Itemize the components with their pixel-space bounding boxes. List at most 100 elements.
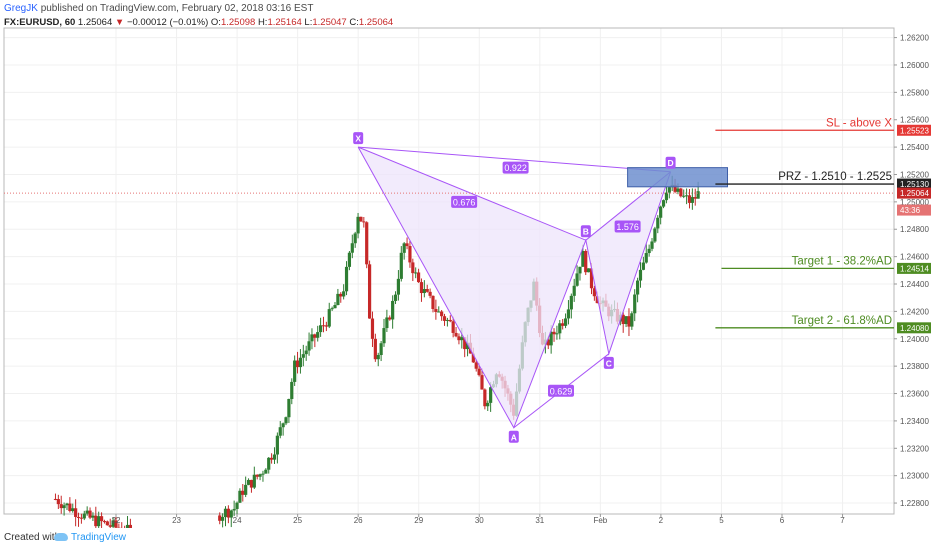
price-chart[interactable]: 0.922 0.676 0.629 1.576 X A B C D SL - above X PR… bbox=[0, 0, 932, 528]
grid bbox=[4, 28, 894, 514]
ratio-label: 0.629 bbox=[550, 386, 573, 396]
candle-body bbox=[275, 435, 279, 455]
prz-box bbox=[627, 167, 729, 188]
candle-body bbox=[442, 316, 447, 321]
close-label: C: bbox=[349, 17, 359, 28]
y-tick-label: 1.23200 bbox=[900, 444, 929, 453]
low-label: L: bbox=[304, 17, 313, 28]
axes: 1.22800 1.23000 1.23200 1.23400 1.23600 1.238… bbox=[112, 34, 931, 525]
candle-body bbox=[416, 272, 421, 283]
candle-body bbox=[385, 317, 389, 329]
candle-body bbox=[414, 272, 418, 274]
y-tick-label: 1.24400 bbox=[900, 280, 929, 289]
candle-body bbox=[53, 498, 58, 500]
candle-body bbox=[344, 266, 349, 292]
last-price: 1.25064 bbox=[77, 17, 113, 28]
y-tick-label: 1.25000 bbox=[900, 198, 929, 207]
candle-body bbox=[99, 516, 104, 522]
candle-body bbox=[460, 337, 464, 341]
publish-info: GregJK published on TradingView.com, Feb… bbox=[4, 3, 313, 14]
candle-body bbox=[376, 355, 380, 360]
candle-body bbox=[566, 309, 571, 319]
point-badge bbox=[508, 430, 519, 443]
candle-body bbox=[486, 402, 490, 407]
x-tick-label: 23 bbox=[172, 516, 181, 525]
candle-body bbox=[223, 508, 228, 518]
candle-body bbox=[595, 296, 599, 304]
candle-body bbox=[388, 317, 392, 320]
candle-body bbox=[370, 318, 375, 339]
candle-body bbox=[105, 521, 109, 526]
candle-body bbox=[261, 473, 265, 475]
x-tick-label: 2 bbox=[659, 516, 664, 525]
candle-body bbox=[411, 262, 415, 274]
candle-body bbox=[549, 331, 553, 346]
candle-body bbox=[298, 357, 303, 368]
candle-body bbox=[68, 503, 72, 512]
x-tick-label: 29 bbox=[414, 516, 423, 525]
candle-body bbox=[405, 243, 409, 247]
candle-body bbox=[359, 216, 363, 222]
y-tick-label: 1.24200 bbox=[900, 307, 929, 316]
candle-body bbox=[347, 252, 352, 267]
candle-body bbox=[679, 188, 683, 197]
candle-body bbox=[218, 515, 222, 521]
candle-body bbox=[339, 293, 343, 297]
y-tick-label: 1.26200 bbox=[900, 34, 929, 43]
x-tick-label: 31 bbox=[535, 516, 544, 525]
plot-frame bbox=[3, 27, 895, 515]
candle-body bbox=[440, 311, 444, 317]
candle-body bbox=[471, 353, 475, 363]
price-tag bbox=[897, 262, 931, 274]
candle-body bbox=[272, 454, 277, 460]
candle-body bbox=[301, 354, 305, 358]
candle-body bbox=[327, 309, 331, 327]
candle-body bbox=[489, 387, 493, 403]
candle-body bbox=[97, 516, 101, 527]
candle-body bbox=[342, 291, 346, 297]
point-label-x: X bbox=[355, 134, 361, 144]
candle-body bbox=[255, 474, 259, 477]
candle-body bbox=[431, 295, 435, 310]
candle-body bbox=[74, 508, 78, 517]
candle-body bbox=[114, 520, 118, 528]
author-link[interactable]: GregJK bbox=[4, 3, 38, 14]
candle-body bbox=[221, 517, 225, 521]
candle-body bbox=[558, 323, 562, 334]
candle-body bbox=[232, 508, 236, 511]
candle-body bbox=[382, 328, 386, 344]
y-tick-label: 1.25200 bbox=[900, 170, 929, 179]
candle-body bbox=[690, 197, 694, 203]
candle-body bbox=[465, 342, 470, 350]
footer: Created with TradingView bbox=[0, 528, 932, 550]
candle-body bbox=[621, 314, 625, 325]
y-tick-label: 1.23800 bbox=[900, 362, 929, 371]
candle-body bbox=[696, 191, 700, 199]
candle-body bbox=[630, 313, 634, 327]
point-badge bbox=[353, 132, 364, 145]
candle-body bbox=[226, 508, 230, 518]
candle-body bbox=[356, 216, 360, 234]
candle-body bbox=[555, 333, 559, 335]
plot-border bbox=[3, 27, 895, 515]
candle-body bbox=[653, 228, 657, 242]
candle-body bbox=[241, 490, 245, 495]
candle-body bbox=[422, 288, 426, 294]
candle-body bbox=[575, 273, 579, 286]
candle-body bbox=[379, 343, 383, 356]
candle-body bbox=[474, 362, 478, 369]
candle-body bbox=[333, 305, 337, 309]
candle-body bbox=[108, 525, 112, 527]
candle-body bbox=[437, 311, 441, 313]
tradingview-logo[interactable]: TradingView bbox=[54, 532, 126, 543]
candle-body bbox=[587, 268, 591, 273]
price-change: −0.00012 (−0.01%) bbox=[126, 17, 209, 28]
x-tick-label: Feb bbox=[593, 516, 607, 525]
y-tick-label: 1.23600 bbox=[900, 390, 929, 399]
candle-body bbox=[362, 221, 366, 223]
level-label-sl: SL - above X bbox=[826, 117, 892, 129]
cypher-pattern: 0.922 0.676 0.629 1.576 X A B C D bbox=[353, 132, 729, 443]
candle-body bbox=[94, 515, 98, 527]
candle-body bbox=[290, 381, 294, 399]
y-tick-label: 1.25400 bbox=[900, 143, 929, 152]
